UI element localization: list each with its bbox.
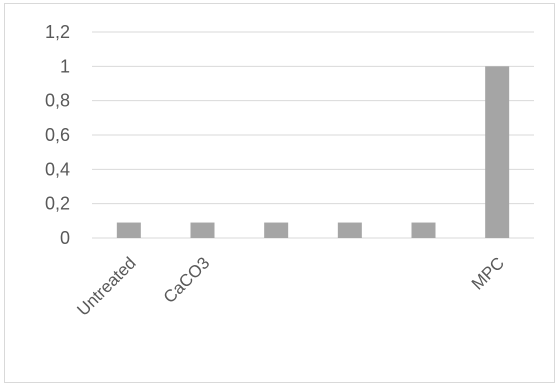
bar: [337, 222, 362, 238]
bar: [116, 222, 141, 238]
y-tick-label: 0: [60, 228, 70, 248]
y-tick-label: 0,8: [45, 91, 70, 111]
x-category-label: MPC: [468, 253, 508, 293]
y-tick-label: 1: [60, 56, 70, 76]
x-category-label: CaCO3: [160, 253, 214, 307]
y-tick-label: 0,6: [45, 125, 70, 145]
bar: [264, 222, 289, 238]
y-tick-label: 0,2: [45, 194, 70, 214]
y-tick-label: 1,2: [45, 22, 70, 42]
bar: [411, 222, 436, 238]
x-category-label: Untreated: [73, 253, 139, 319]
y-tick-label: 0,4: [45, 159, 70, 179]
bar: [190, 222, 215, 238]
bar: [485, 66, 510, 238]
